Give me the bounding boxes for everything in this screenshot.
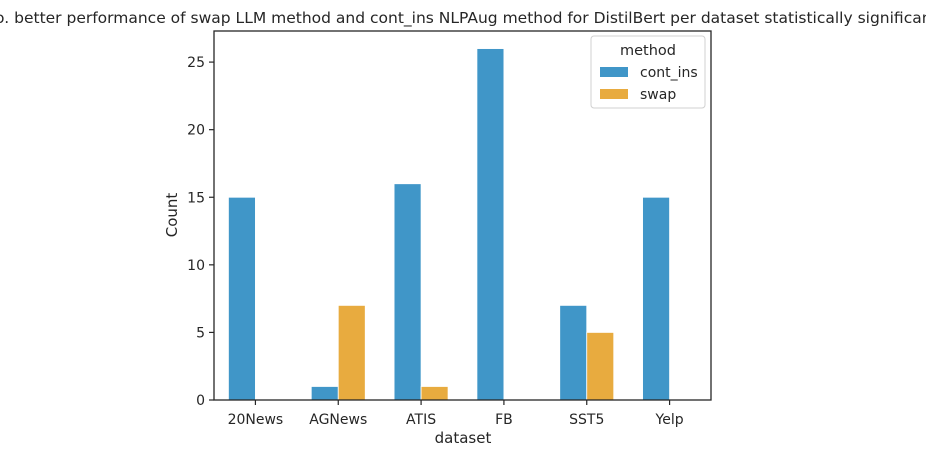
- x-tick-label: FB: [495, 412, 513, 428]
- bar-cont_ins-20News: [228, 196, 256, 401]
- legend-title: method: [620, 43, 676, 59]
- x-axis: 20News AGNews ATIS FB SST5 Yelp: [228, 400, 684, 428]
- legend-swatch-cont_ins: [600, 67, 628, 77]
- y-tick-label: 5: [196, 325, 205, 341]
- y-axis-label: Count: [163, 193, 181, 238]
- y-tick-label: 0: [196, 393, 205, 409]
- x-axis-label: dataset: [435, 429, 492, 447]
- bar-cont_ins-FB: [476, 48, 505, 401]
- x-tick-label: 20News: [228, 412, 284, 428]
- legend-label-cont_ins: cont_ins: [640, 65, 698, 81]
- x-tick-label: SST5: [569, 412, 604, 428]
- y-axis: 0 5 10 15 20 25: [187, 55, 214, 409]
- bars: [228, 48, 670, 401]
- y-tick-label: 10: [187, 258, 205, 274]
- bar-swap-ATIS: [420, 386, 449, 401]
- bar-cont_ins-ATIS: [393, 183, 422, 401]
- chart-title: No. better performance of swap LLM metho…: [0, 9, 926, 28]
- y-tick-label: 25: [187, 55, 205, 71]
- bar-swap-AGNews: [337, 304, 366, 401]
- bar-swap-SST5: [586, 332, 615, 401]
- y-tick-label: 20: [187, 123, 205, 139]
- bar-cont_ins-SST5: [559, 304, 588, 401]
- legend-label-swap: swap: [640, 87, 676, 103]
- y-tick-label: 15: [187, 190, 205, 206]
- legend-swatch-swap: [600, 89, 628, 99]
- x-tick-label: AGNews: [309, 412, 367, 428]
- x-tick-label: ATIS: [406, 412, 436, 428]
- bar-cont_ins-Yelp: [642, 196, 670, 401]
- x-tick-label: Yelp: [655, 412, 684, 428]
- plot-frame: [213, 30, 712, 401]
- bar-cont_ins-AGNews: [310, 386, 339, 401]
